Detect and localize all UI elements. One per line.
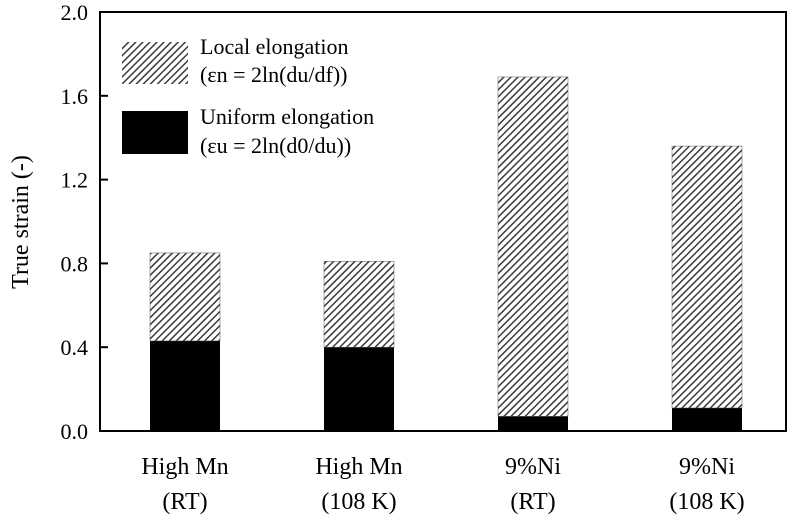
bar-local-elongation [323, 261, 395, 348]
category-labels: High Mn (RT) High Mn (108 K) 9%Ni (RT) 9%Ni (10… [141, 454, 744, 515]
y-tick-label: 0.8 [61, 251, 89, 276]
category-label: 9%Ni [505, 454, 561, 480]
legend-formula-local: (εn = 2ln(du/df)) [200, 62, 348, 87]
bar-local-elongation [671, 145, 743, 409]
category-label: High Mn [141, 454, 228, 480]
legend: Local elongation (εn = 2ln(du/df)) Unifo… [122, 34, 374, 158]
bar-local-elongation [149, 252, 221, 342]
bar-uniform-elongation [324, 347, 394, 431]
legend-label-local: Local elongation [200, 34, 348, 59]
category-label: 9%Ni [679, 454, 735, 480]
legend-formula-uniform: (εu = 2ln(d0/du)) [200, 133, 351, 158]
y-tick-label: 0.4 [61, 335, 89, 360]
bar-local-elongation [497, 76, 569, 417]
y-tick-label: 2.0 [61, 0, 89, 25]
legend-swatch-local [122, 42, 188, 84]
legend-swatch-uniform [122, 111, 188, 154]
y-tick-label: 0.0 [61, 419, 89, 444]
y-axis-ticks: 0.0 0.4 0.8 1.2 1.6 2.0 [61, 0, 108, 444]
category-label: (108 K) [669, 489, 744, 515]
bar-uniform-elongation [498, 416, 568, 431]
y-tick-label: 1.6 [61, 84, 89, 109]
y-axis-title: True strain (-) [8, 155, 34, 289]
category-label: (RT) [162, 489, 207, 515]
category-label: High Mn [315, 454, 402, 480]
bar-uniform-elongation [150, 340, 220, 431]
legend-label-uniform: Uniform elongation [200, 104, 374, 129]
category-label: (108 K) [321, 489, 396, 515]
category-label: (RT) [510, 489, 555, 515]
bar-uniform-elongation [672, 407, 742, 431]
plot-frame [99, 11, 787, 432]
y-tick-label: 1.2 [61, 168, 89, 193]
bars-group [149, 76, 743, 431]
